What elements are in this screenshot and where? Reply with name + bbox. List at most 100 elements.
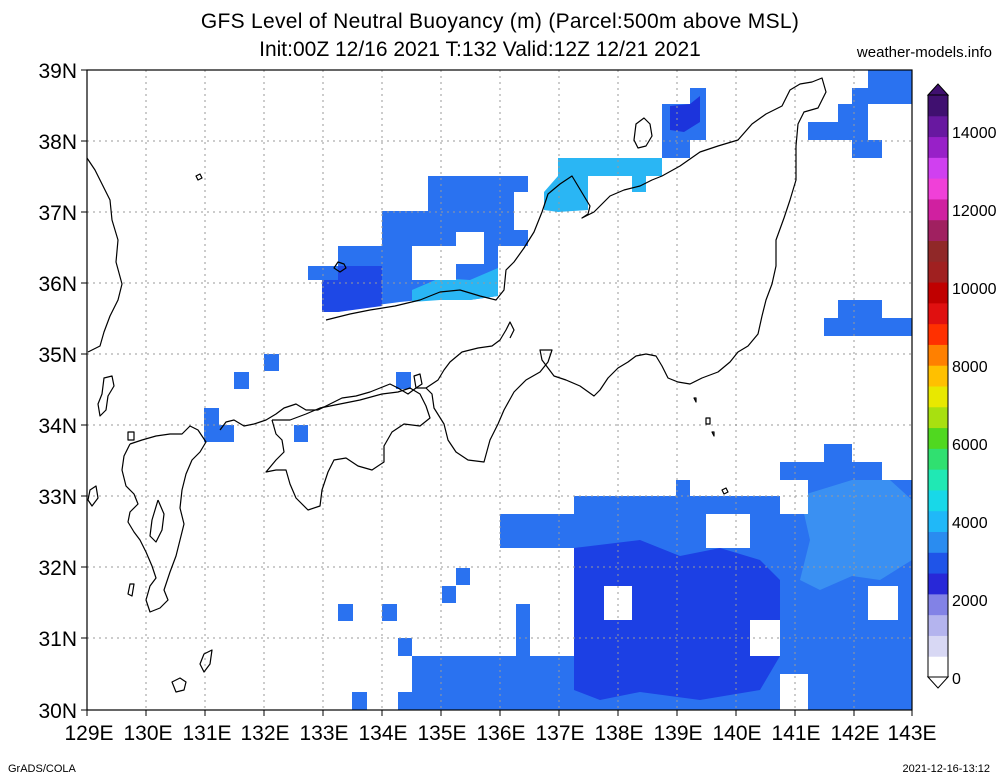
colorbar-cell [928, 344, 948, 366]
coast-kyushu [121, 425, 207, 613]
coast-hachijo [721, 487, 729, 495]
shade-cell [442, 586, 456, 603]
coast-koshiki [127, 583, 135, 597]
colorbar-label: 12000 [952, 203, 997, 220]
shade-cell [264, 354, 279, 371]
lon-label: 133E [299, 722, 348, 745]
colorbar-cell [928, 510, 948, 532]
colorbar-cell [928, 115, 948, 138]
shade-cell [294, 425, 308, 442]
shade-gap [780, 480, 808, 514]
colorbar-top-arrow [926, 83, 950, 96]
map-title-line1: GFS Level of Neutral Buoyancy (m) (Parce… [200, 10, 800, 33]
shade-cell [382, 604, 397, 621]
colorbar-cell [928, 157, 948, 179]
shade-gap-3 [514, 192, 528, 230]
lon-label: 139E [653, 722, 702, 745]
coast-honshu [219, 77, 827, 463]
colorbar-cell [928, 282, 948, 304]
colorbar-label: 14000 [952, 125, 997, 142]
graticule [87, 70, 912, 710]
coast-awaji [413, 373, 423, 389]
colorbar-cell [928, 406, 948, 429]
coast-kyushu-bay [149, 499, 165, 543]
map-title-line2: Init:00Z 12/16 2021 T:132 Valid:12Z 12/2… [259, 38, 701, 61]
colorbar-cell [928, 531, 948, 553]
colorbar-cell [928, 365, 948, 387]
lon-label: 129E [64, 722, 113, 745]
lat-label: 30N [38, 700, 77, 723]
colorbar-cell [928, 469, 948, 491]
shade-cell [204, 425, 234, 442]
shade-region-pacific-light [800, 480, 912, 590]
lat-label: 38N [38, 131, 77, 154]
shade-cell [338, 604, 353, 621]
shade-region-cyan-wakasa [412, 268, 498, 302]
colorbar-cell [928, 593, 948, 616]
lat-label: 36N [38, 273, 77, 296]
colorbar-label: 2000 [952, 593, 988, 610]
colorbar-label: 6000 [952, 437, 988, 454]
colorbar-cell [928, 136, 948, 158]
colorbar-cell [928, 656, 948, 678]
coast-izu-3 [711, 431, 715, 437]
lon-label: 141E [771, 722, 820, 745]
shade-gap [780, 674, 808, 710]
buoyancy-shading [204, 70, 912, 710]
shade-gap [706, 514, 750, 548]
lon-label: 143E [887, 722, 936, 745]
lat-label: 37N [38, 202, 77, 225]
lon-label: 135E [417, 722, 466, 745]
coast-shikoku [265, 387, 431, 511]
shade-gap [868, 586, 898, 620]
lat-label: 39N [38, 60, 77, 83]
colorbar-cell [928, 219, 948, 241]
shade-cell [398, 638, 412, 656]
shade-cell [456, 568, 470, 585]
shade-cell [396, 372, 411, 389]
colorbar-cell [928, 198, 948, 221]
tick-marks [81, 69, 913, 716]
lon-label: 142E [830, 722, 879, 745]
coast-iki [127, 431, 135, 441]
shade-gap-2 [456, 232, 484, 264]
shade-gap [604, 586, 632, 620]
shade-region-north-sea-dark [322, 266, 382, 312]
lon-label: 138E [594, 722, 643, 745]
shade-region-sado-dark [670, 96, 700, 132]
coast-sado [633, 117, 653, 149]
colorbar-cell [928, 427, 948, 449]
lat-label: 33N [38, 486, 77, 509]
lon-label: 140E [712, 722, 761, 745]
colorbar-cell [928, 302, 948, 325]
shade-region-northeast [808, 70, 912, 158]
colorbar-labels: 14000 12000 10000 8000 6000 4000 2000 0 [952, 125, 997, 688]
shade-region-east-coast [824, 300, 912, 336]
colorbar-cell [928, 614, 948, 636]
coast-oki [333, 261, 347, 273]
colorbar-cell [928, 323, 948, 345]
colorbar-cells [928, 95, 948, 678]
coast-izu-2 [705, 417, 711, 425]
shade-cell [204, 408, 219, 425]
coast-izu-1 [693, 397, 697, 403]
colorbar-label: 0 [952, 671, 961, 688]
lat-label: 32N [38, 557, 77, 580]
lon-label: 134E [358, 722, 407, 745]
lat-label: 31N [38, 628, 77, 651]
footer-timestamp: 2021-12-16-13:12 [902, 763, 990, 775]
shade-cell [352, 692, 367, 710]
shade-gap [690, 480, 706, 496]
colorbar-cell [928, 552, 948, 574]
lon-label: 132E [240, 722, 289, 745]
colorbar-cell [928, 386, 948, 408]
colorbar-cell [928, 573, 948, 595]
colorbar-bottom-arrow [926, 676, 950, 689]
lon-label: 137E [535, 722, 584, 745]
colorbar-cell [928, 448, 948, 470]
lon-label: 130E [123, 722, 172, 745]
coast-korea [86, 157, 123, 353]
shade-cell [234, 372, 249, 389]
coastlines [86, 77, 827, 693]
